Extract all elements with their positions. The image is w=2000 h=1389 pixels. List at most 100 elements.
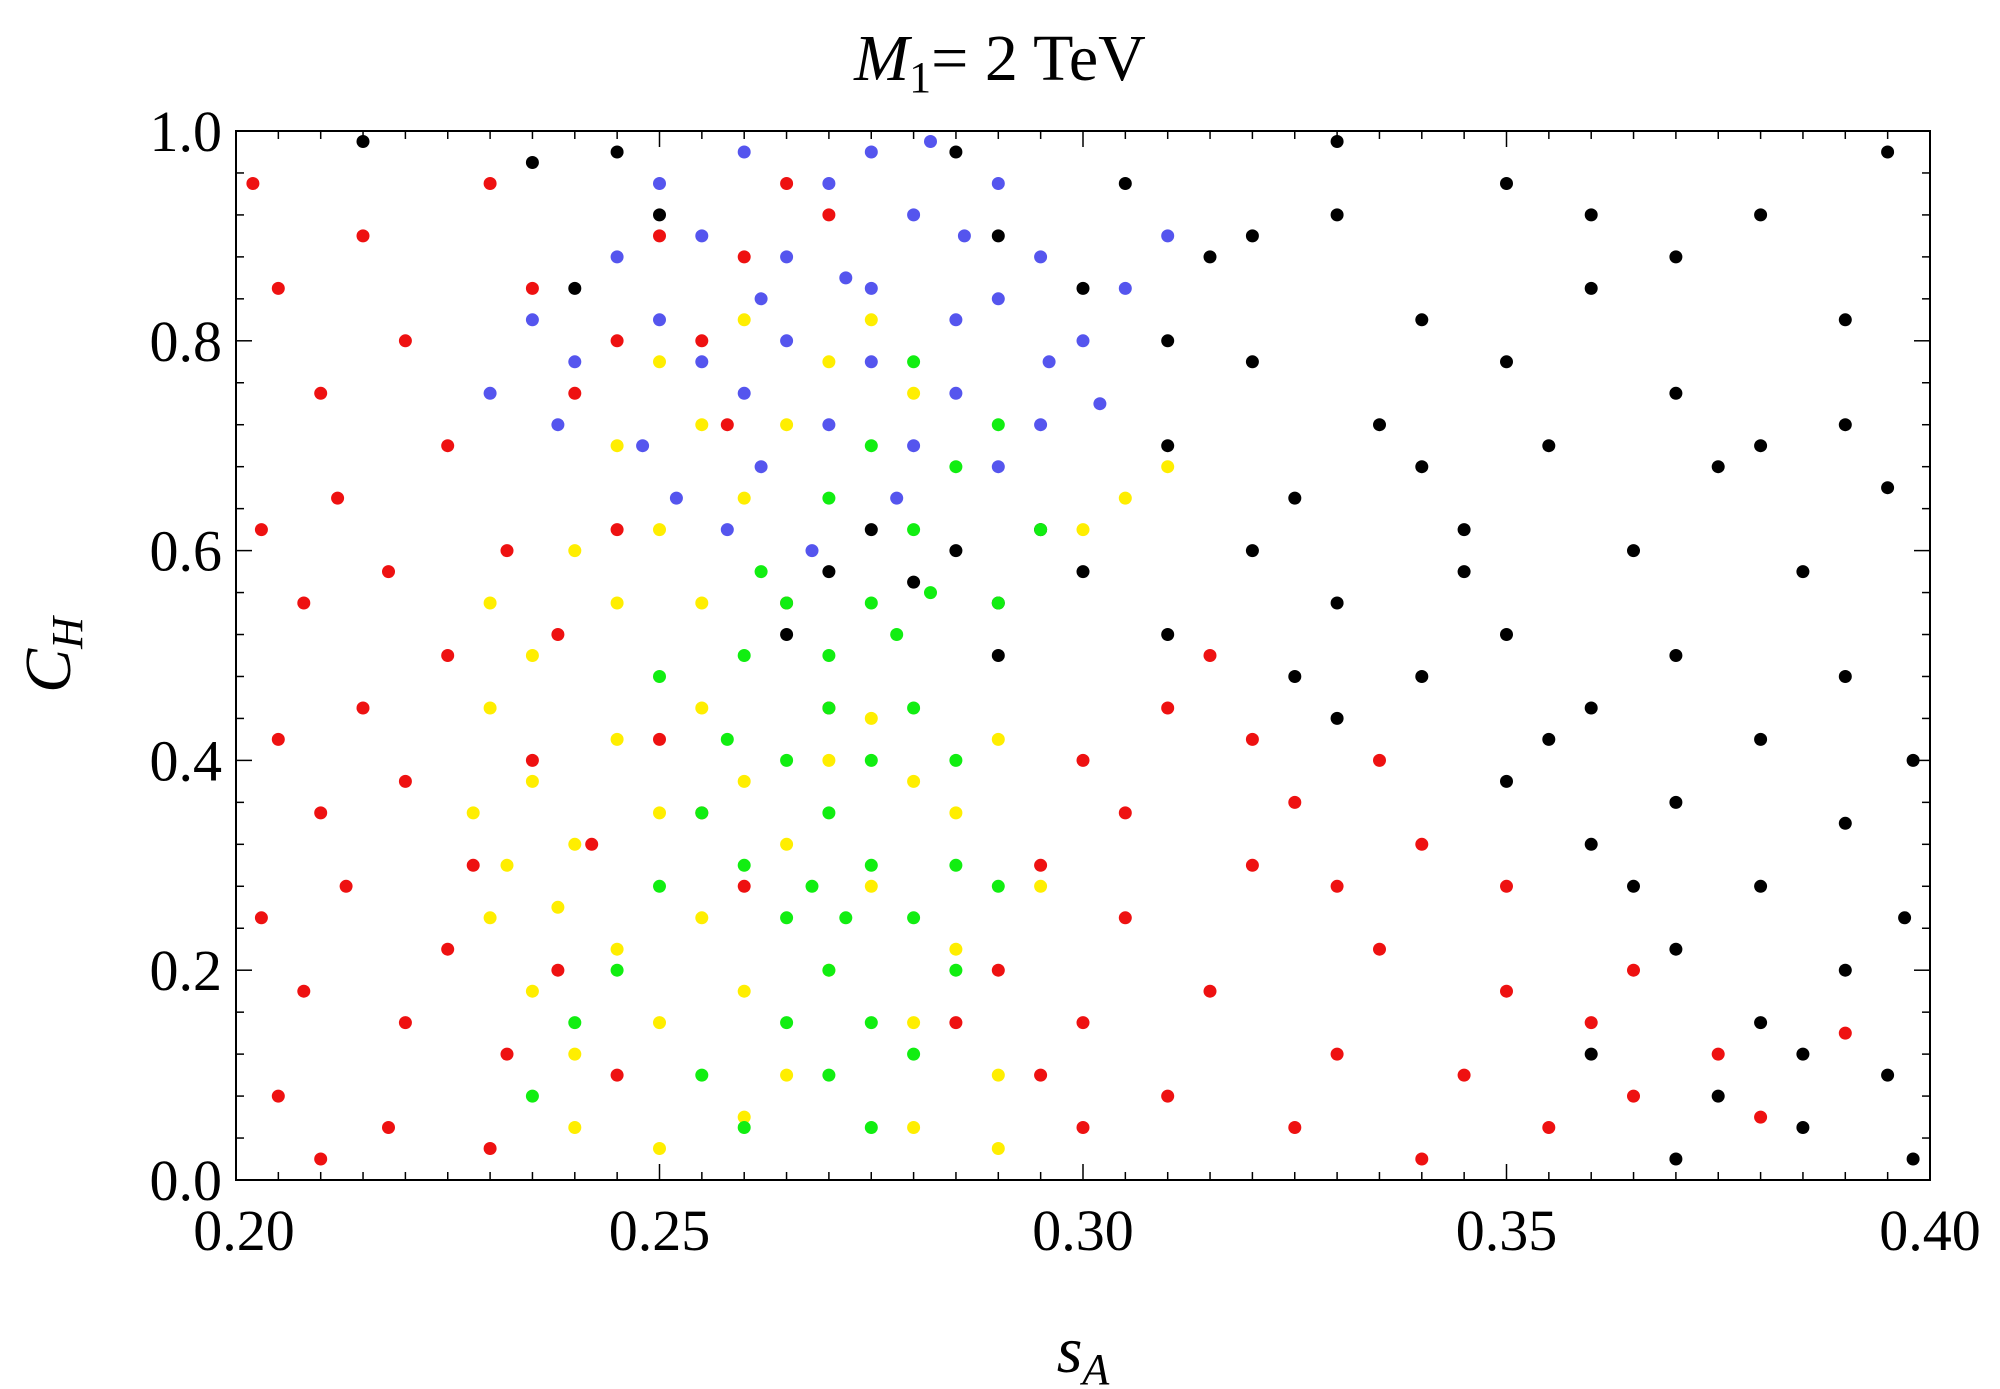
scatter-point-0-40 [1584, 1047, 1598, 1061]
scatter-point-1-66 [1373, 753, 1386, 767]
scatter-point-4-37 [525, 1089, 539, 1103]
scatter-point-0-1 [1203, 250, 1217, 264]
y-tick-label-5: 1.0 [150, 99, 223, 164]
scatter-point-4-33 [991, 879, 1005, 893]
scatter-point-3-10 [568, 1047, 582, 1061]
scatter-point-1-77 [737, 250, 751, 264]
scatter-point-1-15 [441, 649, 455, 662]
scatter-point-1-79 [822, 208, 836, 222]
x-tick-label-4: 0.40 [1879, 1198, 1981, 1263]
y-tick-label-3: 0.6 [150, 519, 223, 584]
scatter-point-3-29 [737, 491, 751, 505]
scatter-point-3-12 [653, 1016, 666, 1030]
scatter-point-1-16 [500, 544, 514, 558]
scatter-point-0-34 [1669, 942, 1683, 956]
scatter-point-1-64 [1288, 795, 1302, 809]
scatter-point-2-40 [1042, 355, 1056, 369]
scatter-point-1-37 [382, 1121, 395, 1134]
scatter-point-2-35 [924, 135, 937, 148]
scatter-point-0-59 [1754, 439, 1768, 453]
scatter-point-1-32 [500, 1047, 514, 1061]
scatter-point-3-50 [822, 753, 836, 767]
scatter-point-4-30 [991, 596, 1005, 610]
scatter-point-0-2 [1245, 355, 1259, 369]
scatter-point-1-40 [737, 879, 751, 893]
scatter-point-2-20 [1034, 418, 1048, 432]
scatter-point-2-13 [737, 386, 751, 400]
y-tick-label-2: 0.4 [150, 728, 223, 793]
scatter-point-2-18 [949, 386, 963, 400]
x-axis-sub: A [1079, 1345, 1110, 1389]
scatter-point-1-61 [1161, 701, 1175, 715]
scatter-point-0-13 [1373, 418, 1386, 432]
scatter-point-0-51 [1076, 281, 1090, 295]
scatter-point-1-76 [695, 334, 709, 348]
y-tick-label-1: 0.2 [150, 938, 223, 1003]
scatter-point-2-27 [754, 460, 768, 474]
scatter-point-3-23 [737, 1110, 751, 1124]
scatter-point-2-36 [991, 292, 1005, 306]
scatter-point-4-38 [653, 670, 666, 683]
x-tick-labels: 0.20 0.25 0.30 0.35 0.40 [193, 1198, 1981, 1263]
scatter-point-1-33 [551, 963, 565, 977]
scatter-point-3-41 [1076, 523, 1090, 537]
scatter-point-2-5 [864, 281, 878, 295]
scatter-point-3-20 [991, 1068, 1005, 1082]
scatter-point-2-23 [1161, 229, 1175, 243]
x-tick-marks [235, 131, 1931, 1180]
scatter-point-3-35 [610, 439, 624, 453]
scatter-point-3-36 [653, 355, 666, 369]
x-axis-var: s [1057, 1314, 1083, 1387]
scatter-point-2-39 [839, 271, 853, 285]
scatter-point-2-30 [568, 355, 582, 369]
scatter-point-0-29 [1584, 837, 1598, 851]
scatter-point-2-10 [610, 250, 624, 264]
scatter-point-1-10 [653, 229, 666, 243]
scatter-point-1-19 [271, 732, 285, 746]
scatter-point-3-7 [780, 837, 794, 851]
scatter-point-0-56 [1500, 355, 1513, 369]
scatter-point-0-31 [1754, 879, 1768, 893]
scatter-point-0-25 [1754, 732, 1768, 746]
scatter-point-0-22 [1500, 628, 1513, 641]
scatter-point-0-8 [1754, 208, 1768, 222]
scatter-point-1-51 [1330, 1047, 1344, 1061]
scatter-point-2-24 [636, 439, 650, 453]
scatter-point-4-16 [949, 460, 963, 474]
scatter-point-2-29 [890, 491, 904, 505]
scatter-point-1-1 [271, 281, 285, 295]
scatter-point-0-24 [1669, 649, 1683, 662]
scatter-point-1-72 [1627, 963, 1640, 977]
scatter-point-3-25 [991, 1142, 1005, 1155]
scatter-point-0-30 [1669, 795, 1683, 809]
scatter-point-0-21 [1415, 670, 1429, 683]
scatter-point-3-46 [568, 544, 582, 558]
scatter-point-0-44 [949, 544, 963, 558]
scatter-point-0-14 [1457, 523, 1471, 537]
scatter-point-0-39 [1711, 1089, 1725, 1103]
y-tick-label-0: 0.0 [150, 1148, 223, 1213]
scatter-point-0-32 [1838, 816, 1852, 830]
scatter-point-1-68 [1500, 879, 1513, 893]
scatter-point-4-23 [864, 1121, 878, 1134]
scatter-point-0-58 [1669, 250, 1683, 264]
scatter-point-2-17 [907, 439, 921, 453]
scatter-point-1-0 [246, 177, 260, 190]
scatter-point-0-41 [1076, 565, 1090, 579]
scatter-point-0-61 [1330, 711, 1344, 725]
points-layer [246, 135, 1920, 1166]
scatter-point-1-73 [1076, 1121, 1090, 1134]
scatter-point-3-45 [525, 649, 539, 662]
scatter-point-4-17 [991, 418, 1005, 432]
scatter-point-4-15 [907, 523, 921, 537]
scatter-point-3-11 [610, 942, 624, 956]
scatter-point-1-54 [1457, 1068, 1471, 1082]
scatter-point-3-31 [822, 355, 836, 369]
scatter-point-0-50 [991, 229, 1005, 243]
scatter-point-1-71 [1838, 1026, 1852, 1040]
y-tick-labels: 0.0 0.2 0.4 0.6 0.8 1.0 [150, 99, 223, 1213]
scatter-point-0-17 [1711, 460, 1725, 474]
scatter-point-4-18 [822, 491, 836, 505]
scatter-point-2-33 [551, 418, 565, 432]
scatter-point-1-55 [1500, 984, 1513, 998]
